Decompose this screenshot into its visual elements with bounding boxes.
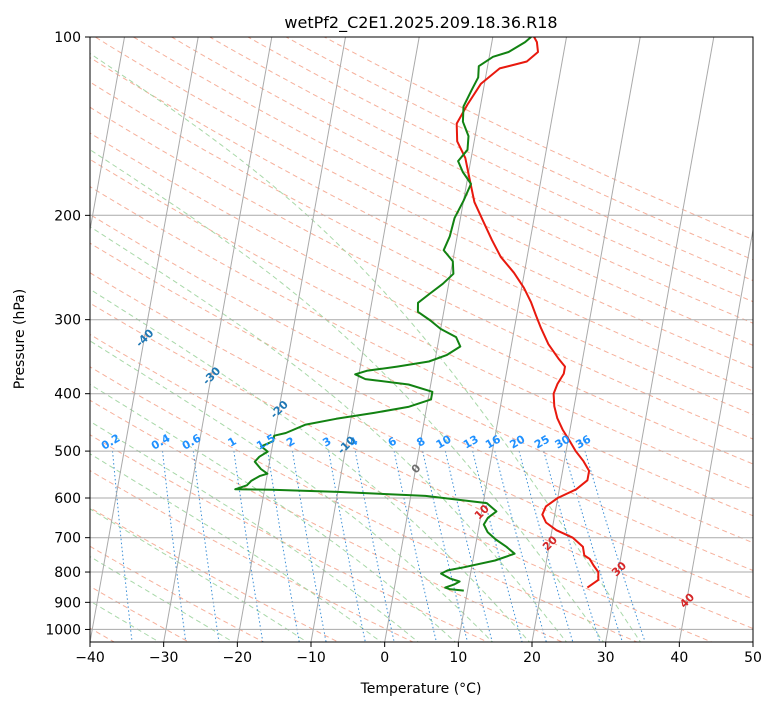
mixing-ratio-line [494, 450, 547, 642]
y-tick-label: 900 [54, 595, 81, 611]
moist-adiabat-line [90, 600, 161, 642]
dry-adiabat-line [90, 545, 265, 642]
mixing-ratio-line [328, 451, 366, 642]
isotherm-line [531, 37, 641, 642]
mixing-ratio-line [518, 450, 574, 642]
isotherm-line [236, 37, 346, 642]
x-tick-label: 10 [449, 650, 467, 666]
dry-adiabat-line [94, 37, 753, 369]
x-tick-label: −30 [149, 650, 179, 666]
y-tick-label: 400 [54, 387, 81, 403]
x-tick-label: −10 [296, 650, 326, 666]
plot-frame [89, 36, 754, 643]
mixing-ratio-line [292, 451, 327, 642]
moist-adiabat-line [90, 420, 419, 642]
isotherm-line [457, 37, 567, 642]
y-tick-label: 500 [54, 444, 81, 460]
x-tick-label: −20 [223, 650, 253, 666]
y-tick-label: 600 [54, 491, 81, 507]
chart-title: wetPf2_C2E1.2025.209.18.36.R18 [284, 13, 557, 33]
isotherm-line [384, 37, 494, 642]
mixing-ratio-line [444, 450, 493, 642]
mixing-ratio-line [543, 450, 601, 642]
dry-adiabat-line [90, 106, 753, 440]
y-tick-label: 700 [54, 531, 81, 547]
dry-adiabat-line [90, 507, 340, 642]
dry-adiabat-line [208, 37, 753, 303]
y-axis-label: Pressure (hPa) [12, 289, 28, 389]
mixing-ratio-line [233, 451, 264, 642]
dry-adiabat-line [90, 132, 753, 465]
x-tick-label: 50 [744, 650, 762, 666]
mixing-ratio-line [354, 451, 395, 642]
isotherm-line [163, 37, 273, 642]
dry-adiabat-line [90, 242, 753, 572]
isotherm-line [678, 227, 753, 642]
isotherm-line [90, 37, 125, 233]
dry-adiabat-line [90, 272, 753, 600]
mixing-ratio-line [192, 451, 220, 642]
dry-adiabat-line [246, 37, 753, 282]
y-tick-label: 300 [54, 313, 81, 329]
y-tick-label: 1000 [45, 622, 81, 638]
mixing-ratio-line [422, 450, 469, 642]
x-tick-label: 20 [523, 650, 541, 666]
mixing-ratio-line [267, 451, 300, 642]
mixing-ratio-line [563, 450, 623, 642]
dry-adiabat-line [90, 366, 639, 642]
y-tick-label: 200 [54, 208, 81, 224]
y-tick-label: 100 [54, 30, 81, 46]
mixing-ratio-line [162, 451, 187, 642]
isotherm-line [605, 37, 715, 642]
x-axis-label: Temperature (°C) [360, 681, 482, 697]
isotherm-line [310, 37, 420, 642]
isotherm-line [90, 37, 199, 642]
x-tick-label: 0 [380, 650, 389, 666]
y-tick-label: 800 [54, 565, 81, 581]
x-tick-label: −40 [75, 650, 105, 666]
x-tick-label: 30 [597, 650, 615, 666]
moist-adiabat-line [90, 453, 382, 642]
moist-adiabat-line [90, 52, 642, 642]
dewpoint-profile-line [234, 37, 532, 592]
dry-adiabat-line [90, 158, 753, 491]
x-tick-label: 40 [670, 650, 688, 666]
mixing-ratio-line [472, 450, 523, 642]
temperature-profile-line [455, 37, 600, 589]
dry-adiabat-line [90, 213, 753, 544]
